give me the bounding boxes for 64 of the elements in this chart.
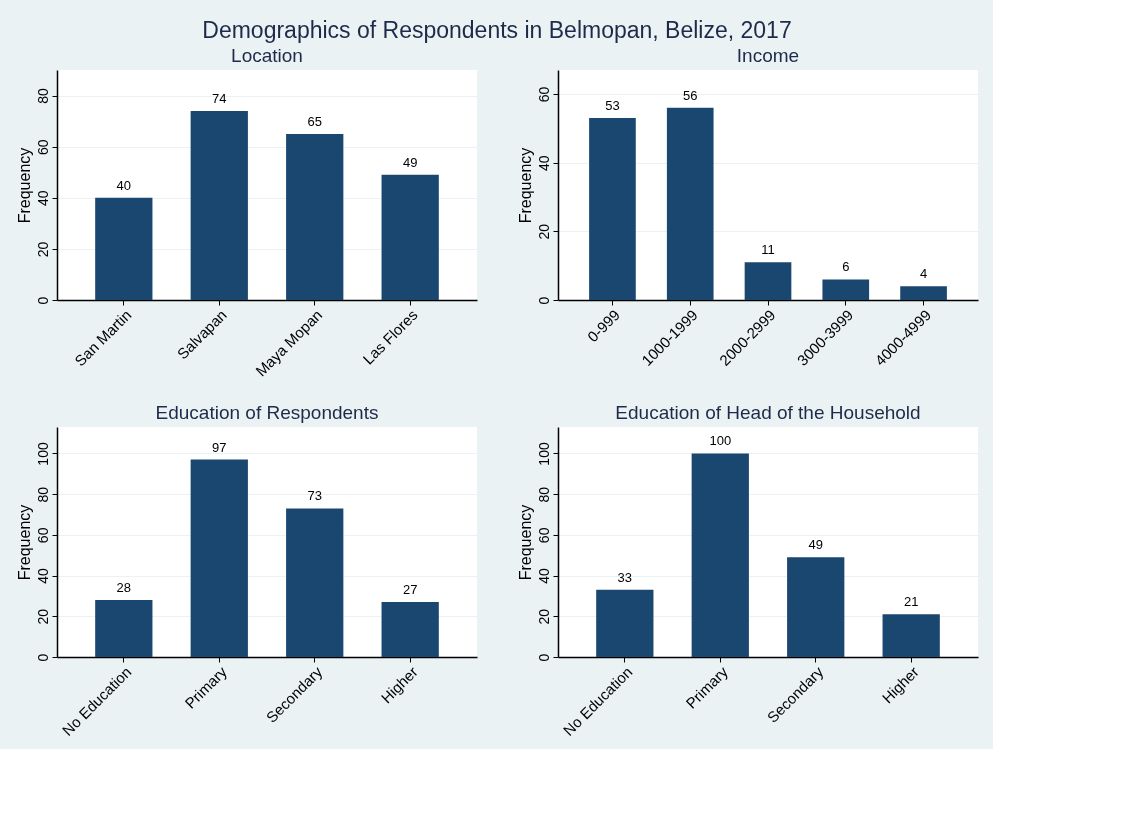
- bar: [381, 174, 439, 300]
- y-axis-title: Frequency: [516, 504, 534, 581]
- data-label: 21: [903, 594, 919, 610]
- y-tick-label: 0: [535, 653, 552, 662]
- bar: [666, 107, 714, 300]
- data-label: 11: [761, 242, 775, 258]
- data-label: 53: [605, 98, 620, 114]
- data-label: 4: [919, 266, 928, 282]
- chart-subtitle: Location: [231, 45, 303, 66]
- bar: [95, 197, 153, 300]
- y-tick-label: 100: [535, 442, 552, 466]
- bar: [822, 279, 870, 300]
- y-tick-label: 60: [34, 527, 51, 544]
- bar: [744, 262, 792, 300]
- data-label: 74: [212, 90, 227, 106]
- bar: [596, 589, 654, 657]
- y-tick-label: 80: [34, 486, 51, 503]
- bar: [286, 133, 344, 300]
- chart-title: Income: [736, 45, 800, 66]
- y-tick-label: 0: [34, 296, 51, 305]
- chart-title: Education of Respondents: [155, 402, 379, 423]
- data-label: 97: [212, 439, 227, 455]
- data-label: 49: [402, 154, 418, 170]
- y-axis-title: Frequency: [15, 504, 33, 581]
- y-tick-label: 80: [34, 88, 51, 104]
- y-tick-label: 0: [535, 296, 552, 305]
- y-tick-label: 20: [34, 241, 51, 258]
- y-tick-label: 20: [535, 608, 552, 625]
- data-label: 65: [307, 113, 322, 129]
- data-label: 100: [709, 433, 732, 449]
- y-tick-label: 20: [34, 608, 51, 625]
- y-tick-label: 40: [34, 568, 51, 584]
- bar: [381, 602, 439, 657]
- bar: [691, 453, 749, 657]
- bar: [787, 557, 845, 657]
- y-tick-label: 0: [34, 653, 51, 662]
- data-label: 40: [116, 177, 132, 193]
- data-label: 6: [842, 259, 850, 275]
- bar: [95, 600, 153, 657]
- bar: [589, 118, 636, 300]
- y-tick-label: 80: [535, 486, 552, 503]
- bar: [900, 286, 947, 300]
- chart-title: Education of Head of the Household: [615, 402, 921, 423]
- y-tick-label: 20: [535, 223, 552, 240]
- y-axis-title: Frequency: [516, 147, 534, 224]
- bar: [190, 110, 248, 300]
- data-label: 73: [307, 488, 322, 504]
- data-label: 28: [116, 580, 132, 596]
- bar: [190, 459, 248, 657]
- data-label: 33: [617, 569, 633, 585]
- y-axis-title: Frequency: [15, 147, 33, 224]
- data-label: 27: [402, 582, 418, 598]
- y-tick-label: 60: [535, 527, 552, 544]
- y-tick-label: 60: [34, 139, 51, 155]
- bar: [286, 508, 344, 657]
- y-tick-label: 40: [535, 155, 552, 171]
- data-label: 49: [808, 537, 823, 553]
- y-tick-label: 40: [535, 568, 552, 584]
- bar: [882, 614, 940, 657]
- y-tick-label: 60: [535, 86, 552, 103]
- y-tick-label: 40: [34, 190, 51, 207]
- chart-title: Demographics of Respondents in Belmopan, Belize, 2017: [202, 17, 792, 43]
- data-label: 56: [682, 87, 698, 103]
- y-tick-label: 100: [34, 442, 51, 466]
